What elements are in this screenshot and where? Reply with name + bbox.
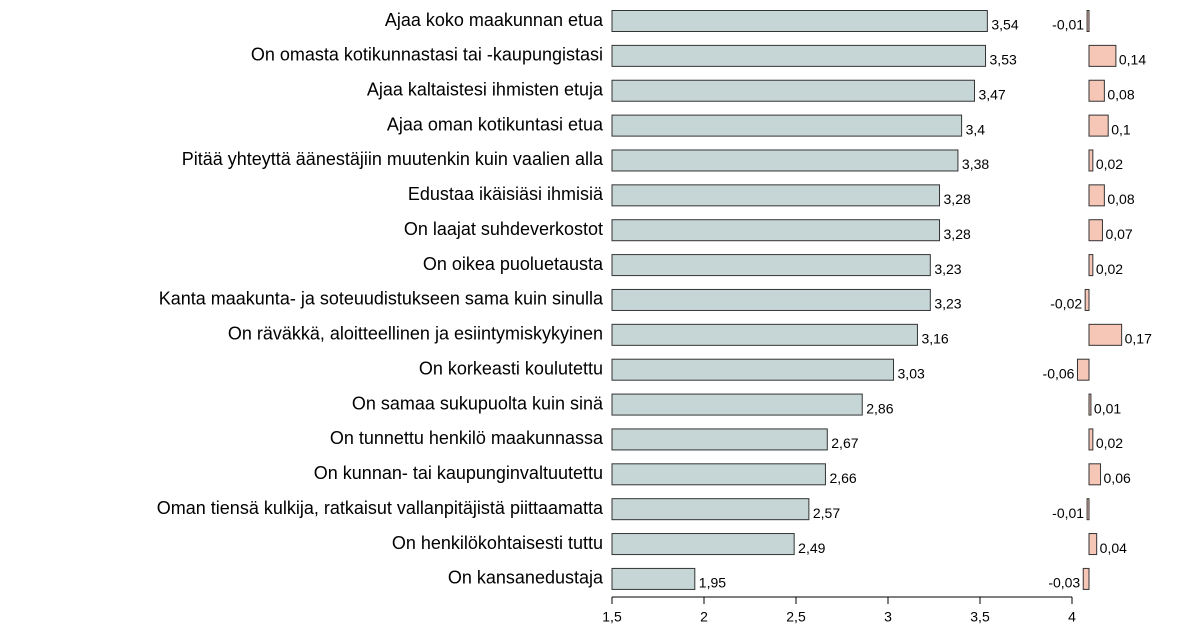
change-bar bbox=[1088, 149, 1094, 172]
bar bbox=[611, 533, 795, 556]
category-label: Kanta maakunta- ja soteuudistukseen sama… bbox=[159, 289, 604, 309]
bar bbox=[611, 567, 696, 590]
bar bbox=[611, 428, 828, 451]
value-label: 3,23 bbox=[934, 261, 961, 277]
change-bar bbox=[1076, 358, 1090, 381]
value-label: 3,54 bbox=[991, 17, 1018, 33]
category-label: On kansanedustaja bbox=[448, 568, 604, 588]
category-label: Ajaa oman kotikuntasi etua bbox=[387, 114, 604, 134]
x-tick-label: 3,5 bbox=[970, 609, 990, 625]
change-bar bbox=[1088, 114, 1109, 137]
value-label: 3,03 bbox=[898, 365, 925, 381]
x-tick-label: 2 bbox=[700, 609, 708, 625]
change-label: 0,04 bbox=[1100, 540, 1127, 556]
value-label: 3,47 bbox=[978, 86, 1005, 102]
category-label: On räväkkä, aloitteellinen ja esiintymis… bbox=[228, 324, 603, 344]
category-label: Edustaa ikäisiäsi ihmisiä bbox=[408, 184, 604, 204]
change-label: 0,1 bbox=[1111, 121, 1131, 137]
category-label: On omasta kotikunnastasi tai -kaupungist… bbox=[251, 45, 603, 65]
change-label: 0,07 bbox=[1105, 226, 1132, 242]
x-tick-label: 1,5 bbox=[602, 609, 622, 625]
bar bbox=[611, 219, 941, 242]
bar bbox=[611, 498, 810, 521]
value-label: 3,23 bbox=[934, 296, 961, 312]
bar bbox=[611, 463, 826, 486]
change-bar bbox=[1088, 393, 1092, 416]
change-label: 0,02 bbox=[1096, 156, 1123, 172]
category-label: On henkilökohtaisesti tuttu bbox=[392, 533, 603, 553]
change-label: 0,14 bbox=[1119, 52, 1146, 68]
x-tick-label: 3 bbox=[884, 609, 892, 625]
bar bbox=[611, 254, 931, 277]
change-bar bbox=[1088, 428, 1094, 451]
change-label: -0,01 bbox=[1052, 17, 1084, 33]
change-bar bbox=[1088, 533, 1098, 556]
change-label: 0,17 bbox=[1125, 331, 1152, 347]
bar bbox=[611, 393, 863, 416]
bar bbox=[611, 323, 918, 346]
bar bbox=[611, 10, 988, 32]
category-label: Ajaa kaltaistesi ihmisten etuja bbox=[367, 79, 604, 99]
change-label: -0,06 bbox=[1043, 365, 1075, 381]
change-bar bbox=[1088, 323, 1123, 346]
change-label: -0,03 bbox=[1048, 575, 1080, 591]
value-label: 2,57 bbox=[813, 505, 840, 521]
change-bar bbox=[1088, 254, 1094, 277]
category-label: On kunnan- tai kaupunginvaltuutettu bbox=[314, 463, 603, 483]
change-label: 0,02 bbox=[1096, 435, 1123, 451]
value-label: 3,28 bbox=[944, 191, 971, 207]
change-label: 0,08 bbox=[1107, 191, 1134, 207]
bar bbox=[611, 358, 895, 381]
category-label: On laajat suhdeverkostot bbox=[404, 219, 603, 239]
value-label: 2,66 bbox=[829, 470, 856, 486]
change-label: 0,08 bbox=[1107, 86, 1134, 102]
value-label: 2,86 bbox=[866, 400, 893, 416]
change-bar bbox=[1084, 288, 1090, 311]
change-label: 0,01 bbox=[1094, 400, 1121, 416]
change-label: -0,02 bbox=[1050, 296, 1082, 312]
bar bbox=[611, 44, 987, 67]
change-label: 0,02 bbox=[1096, 261, 1123, 277]
change-bar bbox=[1088, 463, 1102, 486]
bar bbox=[611, 114, 963, 137]
change-bar bbox=[1086, 498, 1090, 521]
value-label: 2,49 bbox=[798, 540, 825, 556]
x-tick-label: 4 bbox=[1068, 609, 1076, 625]
value-label: 3,53 bbox=[990, 52, 1017, 68]
value-label: 3,38 bbox=[962, 156, 989, 172]
value-label: 2,67 bbox=[831, 435, 858, 451]
category-label: Ajaa koko maakunnan etua bbox=[385, 10, 604, 30]
change-bar bbox=[1088, 219, 1103, 242]
category-label: On korkeasti koulutettu bbox=[419, 358, 603, 378]
bar bbox=[611, 79, 975, 102]
change-label: -0,01 bbox=[1052, 505, 1084, 521]
change-bar bbox=[1082, 567, 1090, 590]
value-label: 1,95 bbox=[699, 575, 726, 591]
category-label: On samaa sukupuolta kuin sinä bbox=[352, 393, 604, 413]
change-label: 0,06 bbox=[1104, 470, 1131, 486]
category-label: Oman tiensä kulkija, ratkaisut vallanpit… bbox=[157, 498, 604, 518]
value-label: 3,16 bbox=[921, 331, 948, 347]
change-bar bbox=[1088, 79, 1105, 102]
category-label: On tunnettu henkilö maakunnassa bbox=[330, 428, 604, 448]
x-tick-label: 2,5 bbox=[786, 609, 806, 625]
change-bar bbox=[1088, 184, 1105, 207]
value-label: 3,28 bbox=[944, 226, 971, 242]
category-label: On oikea puoluetausta bbox=[423, 254, 604, 274]
bar bbox=[611, 149, 959, 172]
bar bbox=[611, 288, 931, 311]
bar bbox=[611, 184, 941, 207]
category-label: Pitää yhteyttä äänestäjiin muutenkin kui… bbox=[182, 149, 604, 169]
change-bar bbox=[1088, 44, 1117, 67]
change-bar bbox=[1086, 10, 1090, 32]
value-label: 3,4 bbox=[966, 121, 986, 137]
